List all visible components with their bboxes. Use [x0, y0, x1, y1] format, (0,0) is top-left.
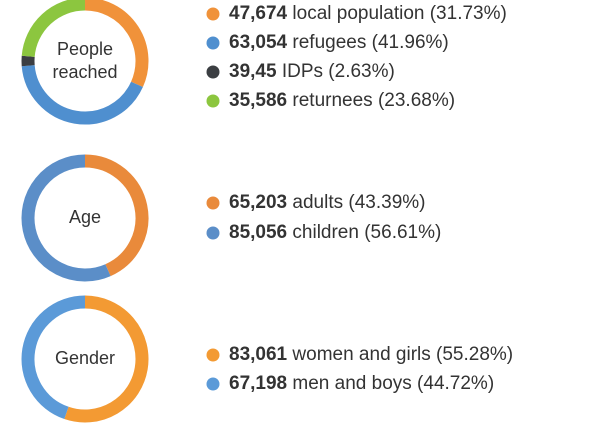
legend-label: returnees	[292, 90, 372, 111]
legend-entry: 63,054 refugees (41.96%)	[229, 32, 449, 53]
legend-label: IDPs	[282, 61, 323, 82]
legend-label: men and boys	[292, 373, 411, 394]
legend-entry: 39,45 IDPs (2.63%)	[229, 61, 395, 82]
legend-percent: (31.73%)	[430, 3, 507, 24]
center-label-box: Gender	[54, 348, 116, 369]
center-label: People reached	[52, 38, 118, 82]
legend-dot	[206, 377, 220, 391]
center-label-box: People reached	[52, 38, 118, 82]
legend-dot	[206, 348, 220, 362]
legend-dot	[206, 7, 220, 21]
legend-dot	[206, 196, 220, 210]
legend-label: adults	[292, 192, 343, 213]
center-label: Age	[68, 207, 102, 228]
legend-label: local population	[292, 3, 424, 24]
donut-segment	[21, 0, 86, 58]
legend-count: 63,054	[229, 32, 288, 53]
donut-segment	[84, 154, 149, 277]
legend-label: children	[292, 222, 359, 243]
donut-segment	[84, 0, 149, 88]
legend-entry: 35,586 returnees (23.68%)	[229, 90, 455, 111]
legend-percent: (55.28%)	[436, 344, 513, 365]
center-label: Gender	[54, 348, 116, 369]
legend-count: 85,056	[229, 222, 287, 243]
legend-label: refugees	[292, 32, 366, 53]
legend-label: women and girls	[291, 344, 430, 365]
legend-percent: (44.72%)	[417, 373, 494, 394]
donut-segment	[64, 295, 149, 423]
donut-segment	[21, 64, 143, 125]
legend-entry: 65,203 adults (43.39%)	[229, 192, 426, 213]
legend-entry: 47,674 local population (31.73%)	[229, 3, 507, 24]
legend-count: 35,586	[229, 90, 287, 111]
donut-segment	[21, 295, 86, 420]
legend-percent: (56.61%)	[364, 222, 441, 243]
legend-percent: (2.63%)	[328, 61, 395, 82]
legend-entry: 83,061 women and girls (55.28%)	[229, 344, 513, 365]
legend-dot	[206, 226, 220, 240]
legend-count: 65,203	[229, 192, 287, 213]
legend-entry: 67,198 men and boys (44.72%)	[229, 373, 494, 394]
legend-dot	[206, 36, 220, 50]
legend-count: 83,061	[229, 344, 288, 365]
legend-entry: 85,056 children (56.61%)	[229, 222, 441, 243]
donut-segment	[21, 154, 111, 282]
legend-percent: (23.68%)	[378, 90, 455, 111]
center-label-box: Age	[68, 207, 102, 228]
legend-percent: (43.39%)	[348, 192, 425, 213]
legend-count: 47,674	[229, 3, 288, 24]
legend-percent: (41.96%)	[372, 32, 449, 53]
legend-count: 39,45	[229, 61, 277, 82]
legend-dot	[206, 94, 220, 108]
legend-count: 67,198	[229, 373, 287, 394]
legend-dot	[206, 65, 220, 79]
